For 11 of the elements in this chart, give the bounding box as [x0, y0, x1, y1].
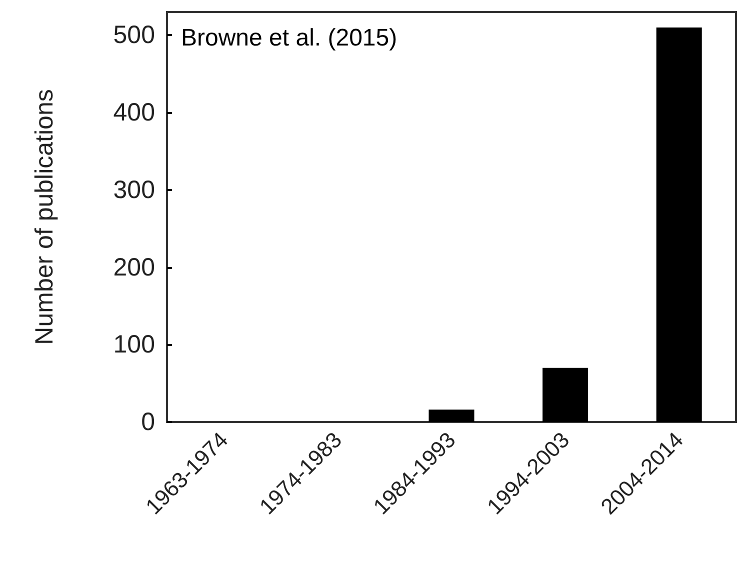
y-axis-title: Number of publications: [30, 89, 58, 345]
y-tick-label: 100: [113, 330, 155, 359]
y-tick-label: 200: [113, 253, 155, 282]
bar: [542, 368, 588, 422]
bar: [656, 27, 702, 422]
y-tick-label: 500: [113, 21, 155, 50]
y-tick-label: 300: [113, 176, 155, 204]
y-tick-label: 0: [141, 408, 155, 436]
y-tick-label: 400: [113, 98, 155, 127]
bar: [428, 410, 474, 422]
annotation: Browne et al. (2015): [181, 24, 398, 52]
